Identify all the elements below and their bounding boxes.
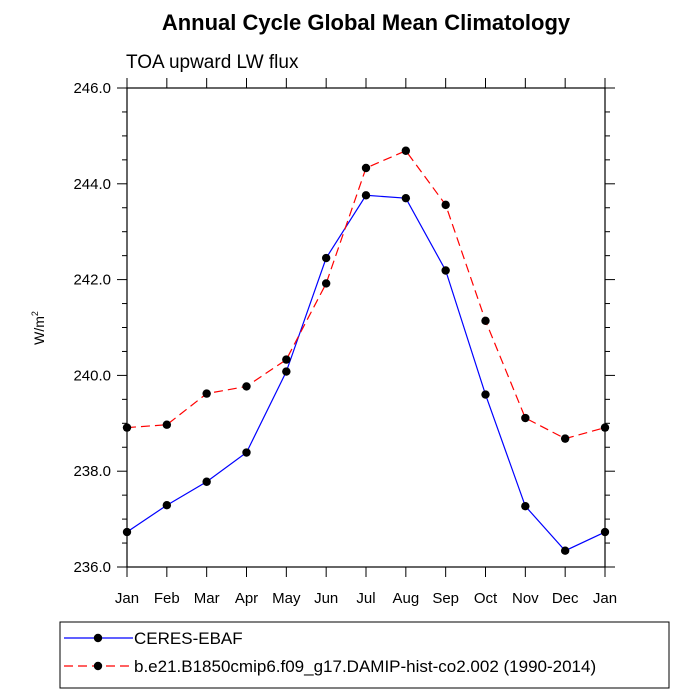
data-point	[481, 390, 490, 399]
y-axis-label-text: W/m	[31, 316, 47, 345]
data-point	[401, 193, 411, 203]
data-point	[122, 527, 132, 537]
legend-label: b.e21.B1850cmip6.f09_g17.DAMIP-hist-co2.…	[134, 657, 596, 676]
chart-subtitle: TOA upward LW flux	[126, 52, 299, 73]
y-tick-label: 246.0	[73, 80, 111, 97]
data-point	[242, 382, 251, 391]
data-point	[242, 448, 251, 457]
data-point	[560, 546, 570, 555]
x-tick-label: Sep	[432, 590, 459, 607]
data-point	[321, 253, 331, 263]
x-tick-label: Jun	[314, 590, 338, 607]
series-1	[122, 146, 610, 443]
legend-marker	[93, 661, 103, 671]
data-point	[282, 367, 291, 376]
legend-label: CERES-EBAF	[134, 629, 243, 648]
legend: CERES-EBAF b.e21.B1850cmip6.f09_g17.DAMIP…	[59, 621, 670, 689]
series-line	[126, 194, 606, 552]
y-tick-label: 236.0	[73, 559, 111, 576]
data-point	[600, 423, 610, 432]
data-point	[282, 355, 291, 364]
data-point	[441, 200, 450, 210]
y-tick-label: 238.0	[73, 463, 111, 480]
series-0	[122, 191, 610, 555]
chart-title: Annual Cycle Global Mean Climatology	[162, 10, 571, 35]
legend-box	[59, 621, 670, 689]
data-point	[321, 279, 331, 288]
x-tick-label: Jan	[593, 590, 617, 607]
x-tick-label: Dec	[552, 590, 579, 607]
data-point	[162, 420, 172, 429]
data-point	[122, 423, 132, 432]
data-point	[162, 501, 172, 510]
x-tick-label: Apr	[235, 590, 258, 607]
data-point	[521, 501, 530, 511]
y-tick-label: 240.0	[73, 367, 111, 384]
x-tick-label: Oct	[474, 590, 498, 607]
y-tick-label: 242.0	[73, 272, 111, 289]
data-point	[560, 434, 570, 443]
data-point	[202, 389, 211, 398]
data-point	[361, 191, 371, 200]
y-axis-label-sup: 2	[30, 311, 40, 316]
data-point	[600, 527, 610, 537]
x-tick-label: Aug	[392, 590, 419, 607]
x-tick-label: May	[272, 590, 301, 607]
x-tick-label: Jan	[115, 590, 139, 607]
x-tick-label: Nov	[512, 590, 539, 607]
legend-marker	[93, 633, 103, 643]
series-layer	[122, 146, 610, 555]
y-tick-label: 244.0	[73, 176, 111, 193]
data-point	[521, 413, 530, 423]
axes	[126, 87, 606, 568]
plot-frame	[126, 87, 606, 568]
x-tick-label: Feb	[154, 590, 180, 607]
data-point	[401, 146, 411, 155]
x-tick-label: Mar	[194, 590, 220, 607]
data-point	[441, 266, 450, 275]
x-tick-label: Jul	[356, 590, 375, 607]
data-point	[361, 163, 371, 173]
ticks: 236.0 238.0 240.0 242.0 244.0 246.0 Jan Feb Mar A…	[73, 78, 617, 607]
y-axis-label: W/m2	[30, 311, 47, 345]
data-point	[481, 316, 490, 325]
data-point	[202, 477, 211, 486]
